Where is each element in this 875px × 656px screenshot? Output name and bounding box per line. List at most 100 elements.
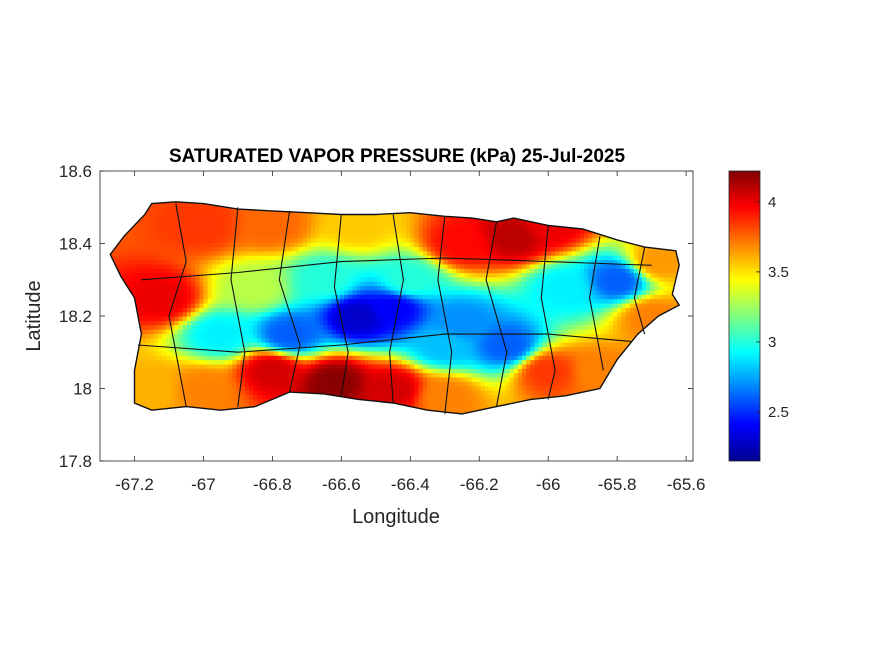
field-cell [468, 368, 473, 374]
field-cell [472, 389, 477, 395]
field-cell [240, 220, 246, 226]
field-cell [273, 272, 279, 278]
field-cell [418, 276, 424, 282]
field-cell [451, 342, 457, 348]
field-cell [402, 294, 407, 300]
field-cell [443, 324, 449, 330]
field-cell [298, 215, 304, 221]
field-cell [431, 368, 436, 374]
field-cell [186, 403, 192, 408]
field-cell [352, 359, 358, 365]
field-cell [277, 372, 283, 378]
field-cell [364, 276, 370, 282]
field-cell [348, 372, 353, 378]
field-cell [381, 359, 386, 365]
field-cell [207, 376, 213, 382]
field-cell [120, 250, 126, 256]
field-cell [319, 372, 324, 378]
field-cell [178, 355, 184, 361]
field-cell [319, 316, 324, 321]
field-cell [199, 259, 204, 265]
field-cell [360, 333, 366, 339]
field-cell [397, 359, 403, 365]
field-cell [331, 229, 337, 234]
field-cell [211, 324, 217, 330]
field-cell [186, 211, 192, 217]
field-cell [120, 272, 126, 278]
field-cell [472, 285, 477, 291]
field-cell [368, 311, 374, 317]
field-cell [253, 324, 258, 330]
field-cell [435, 263, 440, 269]
field-cell [232, 211, 238, 217]
field-cell [269, 211, 275, 217]
field-cell [182, 381, 188, 387]
field-cell [261, 276, 267, 282]
field-cell [464, 311, 469, 317]
field-cell [315, 385, 320, 391]
field-cell [157, 237, 163, 243]
field-cell [468, 233, 473, 239]
field-cell [459, 337, 465, 343]
field-cell [476, 298, 482, 304]
field-cell [253, 289, 258, 295]
field-cell [406, 224, 411, 230]
field-cell [273, 307, 279, 313]
field-cell [153, 294, 159, 300]
field-cell [224, 207, 229, 213]
field-cell [315, 268, 320, 274]
field-cell [406, 302, 411, 308]
field-cell [298, 268, 304, 274]
field-cell [468, 359, 473, 365]
field-cell [364, 363, 370, 369]
field-cell [253, 372, 258, 378]
field-cell [455, 233, 461, 239]
field-cell [298, 311, 304, 317]
field-cell [240, 381, 246, 387]
field-cell [240, 215, 246, 221]
field-cell [302, 355, 308, 361]
field-cell [435, 242, 440, 247]
field-cell [302, 250, 308, 256]
field-cell [331, 281, 337, 287]
field-cell [277, 233, 283, 239]
field-cell [145, 272, 151, 278]
field-cell [178, 294, 184, 300]
field-cell [315, 229, 320, 234]
field-cell [340, 263, 345, 269]
field-cell [439, 289, 444, 295]
field-cell [211, 281, 217, 287]
field-cell [476, 259, 482, 265]
field-cell [447, 259, 453, 265]
field-cell [215, 316, 221, 321]
field-cell [402, 363, 407, 369]
field-cell [389, 298, 395, 304]
field-cell [340, 237, 345, 243]
field-cell [166, 263, 171, 269]
field-cell [410, 337, 415, 343]
field-cell [257, 359, 262, 365]
field-cell [137, 246, 142, 252]
field-cell [182, 368, 188, 374]
field-cell [199, 372, 204, 378]
field-cell [141, 320, 147, 326]
field-cell [211, 342, 217, 348]
field-cell [377, 233, 382, 239]
field-cell [137, 363, 142, 369]
field-cell [348, 368, 353, 374]
field-cell [472, 324, 477, 330]
field-cell [402, 281, 407, 287]
field-cell [224, 224, 229, 230]
field-cell [364, 289, 370, 295]
field-cell [319, 385, 324, 391]
field-cell [476, 324, 482, 330]
field-cell [207, 342, 213, 348]
field-cell [215, 329, 221, 334]
field-cell [141, 242, 147, 247]
field-cell [294, 250, 300, 256]
field-cell [253, 246, 258, 252]
field-cell [439, 250, 444, 256]
field-cell [397, 363, 403, 369]
field-cell [352, 307, 358, 313]
field-cell [162, 224, 167, 230]
